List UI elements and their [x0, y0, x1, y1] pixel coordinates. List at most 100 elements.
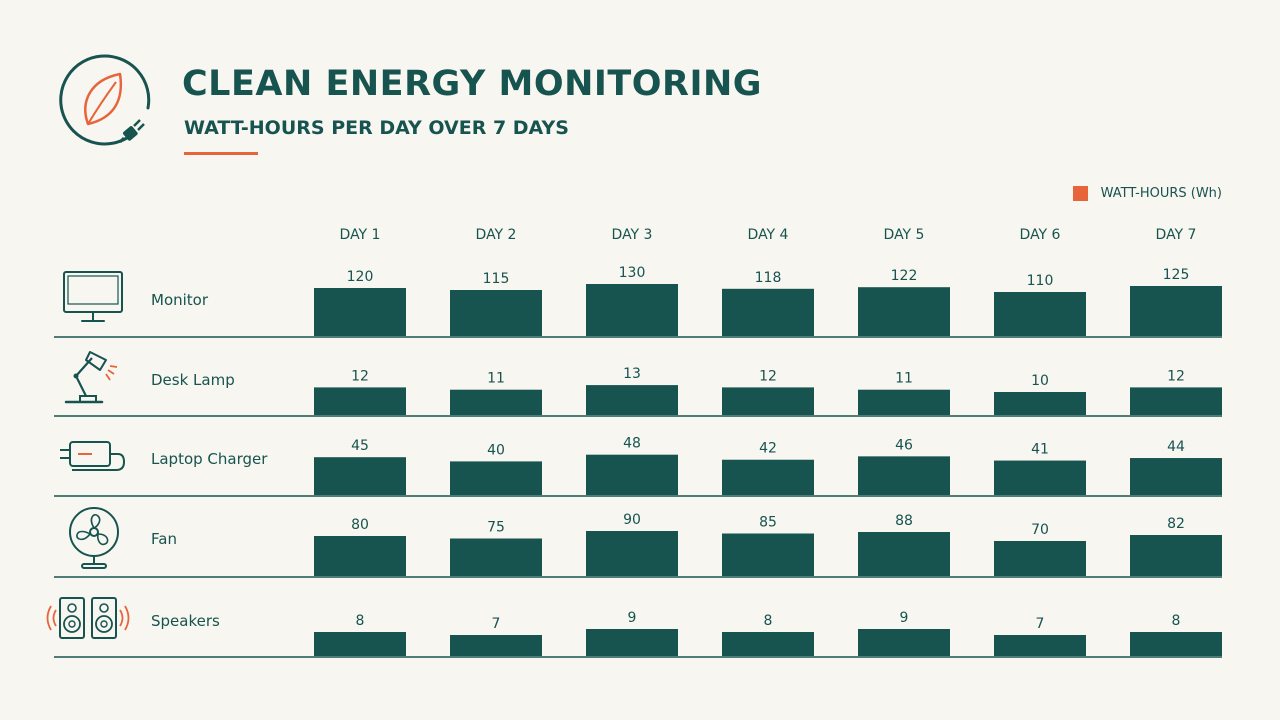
data-label: 44: [1167, 439, 1185, 455]
legend: WATT-HOURS (Wh): [1072, 186, 1222, 201]
data-label: 82: [1167, 516, 1185, 532]
bar: [994, 292, 1086, 336]
bar: [586, 385, 678, 415]
title-accent-divider: [184, 152, 258, 155]
leaf-plug-logo-icon: [59, 54, 151, 146]
day-label: DAY 1: [340, 227, 381, 243]
device-label: Fan: [151, 530, 177, 548]
day-label: DAY 4: [748, 227, 789, 243]
data-label: 7: [492, 616, 501, 632]
fan-icon: [69, 507, 119, 569]
data-label: 8: [356, 613, 365, 629]
desk-lamp-icon: [64, 351, 118, 404]
device-row: Fan 80 75 90 85 88 70 82: [54, 507, 1222, 578]
legend-swatch: [1072, 186, 1088, 201]
day-label: DAY 7: [1156, 227, 1197, 243]
data-label: 46: [895, 437, 913, 453]
day-label: DAY 5: [884, 227, 925, 243]
bar: [314, 536, 406, 576]
device-row: Speakers 8 7 9 8 9 7 8: [46, 597, 1222, 658]
bar: [1130, 458, 1222, 495]
bar: [450, 635, 542, 656]
bar: [1130, 387, 1222, 415]
data-label: 110: [1027, 273, 1054, 289]
bar: [586, 454, 678, 495]
data-label: 13: [623, 366, 641, 382]
data-label: 40: [487, 442, 505, 458]
chart-title: CLEAN ENERGY MONITORING: [182, 64, 763, 104]
bar: [314, 632, 406, 656]
bar: [450, 290, 542, 336]
bar: [994, 392, 1086, 415]
data-label: 12: [759, 368, 777, 384]
bar: [722, 533, 814, 576]
device-row: Desk Lamp 12 11 13 12 11 10 12: [54, 351, 1222, 417]
bar: [450, 538, 542, 576]
data-label: 115: [483, 271, 510, 287]
device-label: Laptop Charger: [151, 450, 268, 468]
bar: [858, 456, 950, 495]
data-label: 8: [1172, 613, 1181, 629]
data-label: 11: [487, 371, 505, 387]
bar: [722, 387, 814, 415]
data-label: 8: [764, 613, 773, 629]
data-label: 125: [1163, 267, 1190, 283]
bar: [994, 635, 1086, 656]
device-label: Desk Lamp: [151, 371, 235, 389]
data-label: 90: [623, 512, 641, 528]
day-label: DAY 6: [1020, 227, 1061, 243]
device-label: Speakers: [151, 612, 220, 630]
device-row: Laptop Charger 45 40 48 42 46 41 44: [54, 436, 1222, 497]
data-label: 120: [347, 269, 374, 285]
data-label: 12: [351, 368, 369, 384]
data-label: 42: [759, 441, 777, 457]
data-label: 88: [895, 513, 913, 529]
bar: [314, 457, 406, 495]
bar: [858, 389, 950, 415]
data-label: 9: [628, 610, 637, 626]
data-label: 118: [755, 270, 782, 286]
bar: [450, 461, 542, 495]
monitor-icon: [63, 271, 123, 322]
bar: [858, 532, 950, 576]
data-label: 70: [1031, 522, 1049, 538]
bar: [1130, 535, 1222, 576]
data-label: 122: [891, 268, 918, 284]
day-labels: DAY 1 DAY 2 DAY 3 DAY 4 DAY 5 DAY 6 DAY 7: [340, 227, 1197, 243]
day-label: DAY 2: [476, 227, 517, 243]
bar: [858, 629, 950, 656]
bar: [586, 531, 678, 576]
bar: [450, 389, 542, 415]
data-label: 9: [900, 610, 909, 626]
chart-subtitle: WATT-HOURS PER DAY OVER 7 DAYS: [184, 117, 569, 139]
bar: [1130, 286, 1222, 336]
data-label: 45: [351, 438, 369, 454]
bar: [994, 541, 1086, 576]
bar: [722, 632, 814, 656]
bar: [722, 459, 814, 495]
data-label: 48: [623, 436, 641, 452]
data-label: 85: [759, 515, 777, 531]
data-label: 41: [1031, 442, 1049, 458]
data-label: 75: [487, 520, 505, 536]
bar: [1130, 632, 1222, 656]
bar: [858, 287, 950, 336]
bar: [586, 284, 678, 336]
data-label: 7: [1036, 616, 1045, 632]
bar: [586, 629, 678, 656]
bar: [994, 460, 1086, 495]
day-label: DAY 3: [612, 227, 653, 243]
legend-label: WATT-HOURS (Wh): [1100, 186, 1222, 201]
bar: [314, 387, 406, 415]
bar: [722, 288, 814, 336]
bar: [314, 288, 406, 336]
laptop-charger-icon: [60, 441, 126, 471]
data-label: 10: [1031, 373, 1049, 389]
data-label: 11: [895, 371, 913, 387]
data-label: 12: [1167, 368, 1185, 384]
device-row: Monitor 120 115 130 118 122 110 125: [54, 265, 1222, 338]
speakers-icon: [46, 597, 130, 639]
data-label: 80: [351, 517, 369, 533]
